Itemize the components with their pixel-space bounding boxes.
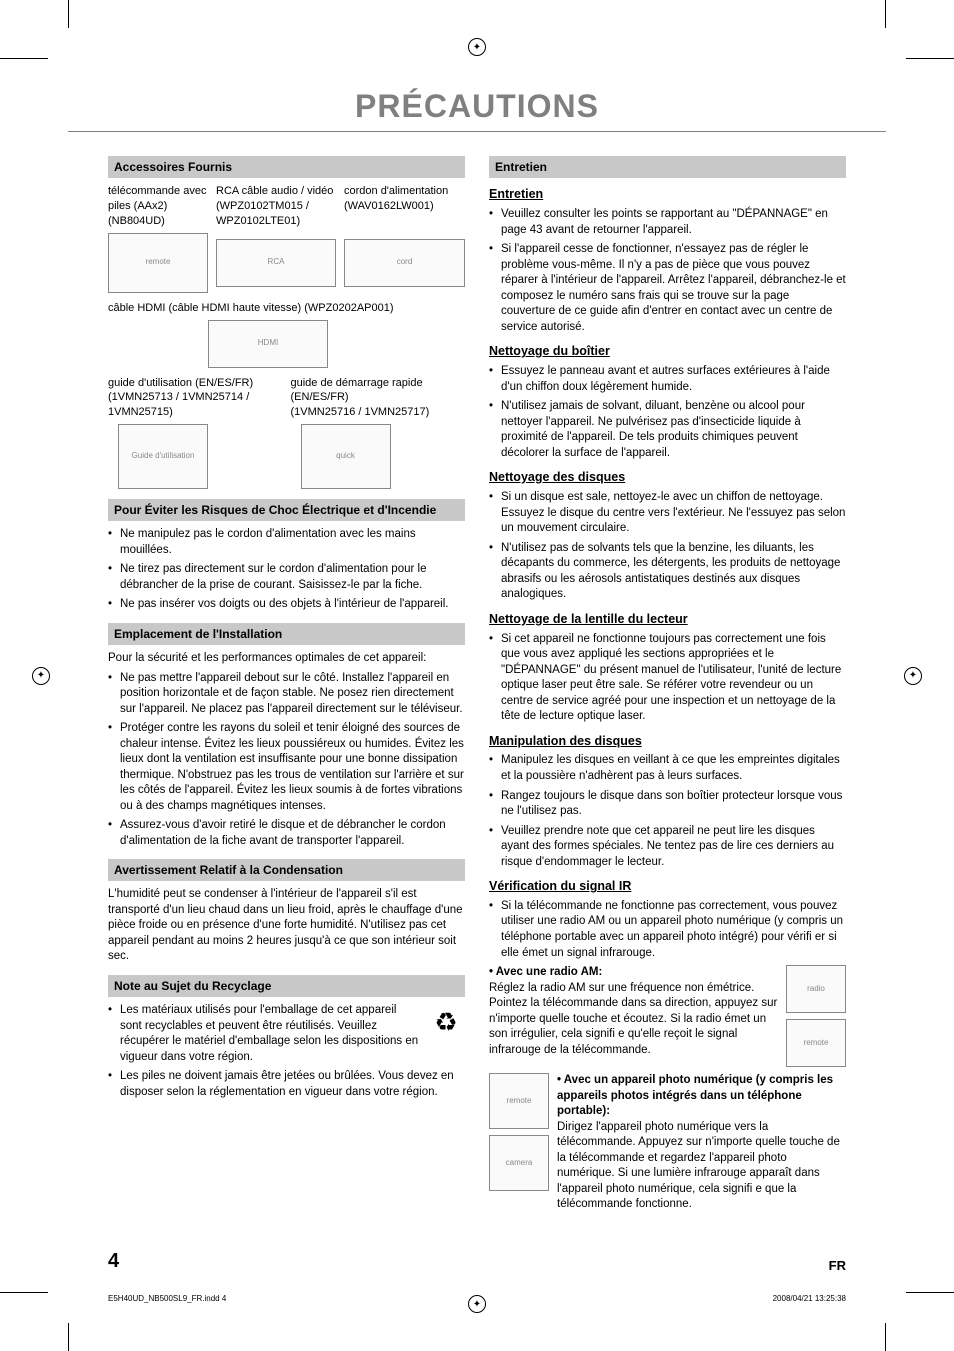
accessory-remote-label: télécommande avec piles (AAx2) (NB804UD): [108, 184, 208, 229]
condensation-text: L'humidité peut se condenser à l'intérie…: [108, 887, 465, 965]
ir-intro-list: Si la télécommande ne fonctionne pas cor…: [489, 899, 846, 961]
discs-list: Si un disque est sale, nettoyez-le avec …: [489, 490, 846, 603]
list-item: Assurez-vous d'avoir retiré le disque et…: [108, 818, 465, 849]
accessory-hdmi-label: câble HDMI (câble HDMI haute vitesse): [108, 302, 301, 314]
content-columns: Accessoires Fournis télécommande avec pi…: [68, 146, 886, 1213]
accessory-guide-part: (1VMN25713 / 1VMN25714 / 1VMN25715): [108, 390, 283, 420]
list-item: Si l'appareil cesse de fonctionner, n'es…: [489, 242, 846, 335]
page-language: FR: [829, 1258, 846, 1273]
list-item: Si un disque est sale, nettoyez-le avec …: [489, 490, 846, 537]
subhead-ir: Vérification du signal IR: [489, 878, 846, 895]
placement-intro: Pour la sécurité et les performances opt…: [108, 651, 465, 667]
section-shock: Pour Éviter les Risques de Choc Électriq…: [108, 499, 465, 521]
power-cord-icon: cord: [344, 239, 465, 287]
crop-mark: [68, 0, 69, 28]
list-item: N'utilisez pas de solvants tels que la b…: [489, 541, 846, 603]
remote-icon: remote: [108, 233, 208, 293]
list-item: Ne manipulez pas le cordon d'alimentatio…: [108, 527, 465, 558]
list-item: Veuillez prendre note que cet appareil n…: [489, 824, 846, 871]
am-radio-icon: radio: [786, 965, 846, 1013]
list-item: Les piles ne doivent jamais être jetées …: [108, 1069, 465, 1100]
list-item: Essuyez le panneau avant et autres surfa…: [489, 364, 846, 395]
lens-list: Si cet appareil ne fonctionne toujours p…: [489, 632, 846, 725]
list-item: Les matériaux utilisés pour l'emballage …: [108, 1003, 465, 1065]
section-maintenance: Entretien: [489, 156, 846, 178]
crop-mark: [0, 1292, 48, 1293]
slug-date: 2008/04/21 13:25:38: [773, 1294, 846, 1303]
list-item: Ne pas insérer vos doigts ou des objets …: [108, 597, 465, 613]
recycling-item-1: Les matériaux utilisés pour l'emballage …: [120, 1003, 419, 1065]
list-item: Ne pas mettre l'appareil debout sur le c…: [108, 671, 465, 718]
accessory-quick-part: (1VMN25716 / 1VMN25717): [291, 405, 466, 420]
list-item: Manipulez les disques en veillant à ce q…: [489, 753, 846, 784]
crop-mark: [885, 0, 886, 28]
remote-control-icon: remote: [489, 1073, 549, 1129]
recycling-list: Les matériaux utilisés pour l'emballage …: [108, 1003, 465, 1100]
subhead-handling: Manipulation des disques: [489, 733, 846, 750]
recycle-icon: ♻: [427, 1003, 465, 1041]
cabinet-list: Essuyez le panneau avant et autres surfa…: [489, 364, 846, 461]
accessory-power-label: cordon d'alimentation: [344, 184, 465, 199]
quick-start-icon: quick: [301, 424, 391, 489]
subhead-cabinet: Nettoyage du boîtier: [489, 343, 846, 360]
right-column: Entretien Entretien Veuillez consulter l…: [489, 146, 846, 1213]
remote-signal-icon: remote: [786, 1019, 846, 1067]
hdmi-cable-icon: HDMI: [208, 320, 328, 368]
user-guide-icon: Guide d'utilisation: [118, 424, 208, 489]
registration-mark-icon: [468, 38, 486, 56]
subhead-maintenance: Entretien: [489, 186, 846, 203]
accessory-power-part: (WAV0162LW001): [344, 199, 465, 214]
list-item: N'utilisez jamais de solvant, diluant, b…: [489, 399, 846, 461]
subhead-discs: Nettoyage des disques: [489, 469, 846, 486]
section-recycling: Note au Sujet du Recyclage: [108, 975, 465, 997]
left-column: Accessoires Fournis télécommande avec pi…: [108, 146, 465, 1213]
handling-list: Manipulez les disques en veillant à ce q…: [489, 753, 846, 870]
ir-am-text: Réglez la radio AM sur une fréquence non…: [489, 982, 777, 1056]
list-item: Rangez toujours le disque dans son boîti…: [489, 789, 846, 820]
title-rule: [68, 131, 886, 132]
crop-mark: [906, 58, 954, 59]
accessory-quick-label: guide de démarrage rapide (EN/ES/FR): [291, 376, 466, 406]
section-placement: Emplacement de l'Installation: [108, 623, 465, 645]
crop-mark: [885, 1323, 886, 1351]
crop-mark: [0, 58, 48, 59]
accessory-guide-label: guide d'utilisation (EN/ES/FR): [108, 376, 283, 391]
shock-list: Ne manipulez pas le cordon d'alimentatio…: [108, 527, 465, 613]
registration-mark-icon: [904, 667, 922, 685]
list-item: Si cet appareil ne fonctionne toujours p…: [489, 632, 846, 725]
section-condensation: Avertissement Relatif à la Condensation: [108, 859, 465, 881]
rca-cable-icon: RCA: [216, 239, 336, 287]
crop-mark: [68, 1323, 69, 1351]
ir-cam-text: Dirigez l'appareil photo numérique vers …: [557, 1121, 840, 1211]
list-item: Si la télécommande ne fonctionne pas cor…: [489, 899, 846, 961]
accessory-hdmi-part: (WPZ0202AP001): [304, 302, 393, 314]
ir-am-head: • Avec une radio AM:: [489, 966, 602, 978]
placement-list: Ne pas mettre l'appareil debout sur le c…: [108, 671, 465, 850]
crop-mark: [906, 1292, 954, 1293]
list-item: Veuillez consulter les points se rapport…: [489, 207, 846, 238]
page-title: PRÉCAUTIONS: [68, 88, 886, 125]
list-item: Ne tirez pas directement sur le cordon d…: [108, 562, 465, 593]
registration-mark-icon: [32, 667, 50, 685]
ir-cam-head: • Avec un appareil photo numérique (y co…: [557, 1074, 833, 1117]
maintenance-list: Veuillez consulter les points se rapport…: [489, 207, 846, 335]
subhead-lens: Nettoyage de la lentille du lecteur: [489, 611, 846, 628]
accessory-rca-label: RCA câble audio / vidéo: [216, 184, 336, 199]
digital-camera-icon: camera: [489, 1135, 549, 1191]
section-accessories: Accessoires Fournis: [108, 156, 465, 178]
page-number: 4: [108, 1250, 119, 1273]
slug-file: E5H40UD_NB500SL9_FR.indd 4: [108, 1294, 226, 1303]
accessory-rca-part: (WPZ0102TM015 / WPZ0102LTE01): [216, 199, 336, 229]
list-item: Protéger contre les rayons du soleil et …: [108, 721, 465, 814]
